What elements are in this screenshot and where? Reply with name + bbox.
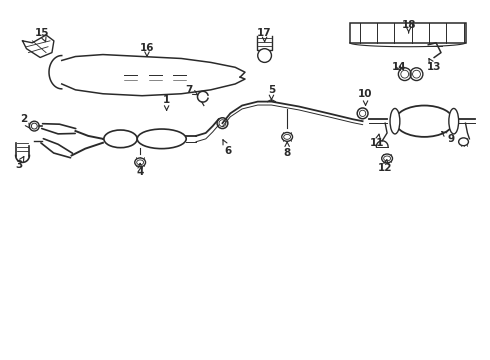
Text: 14: 14: [392, 62, 406, 72]
Text: 17: 17: [257, 28, 272, 42]
Polygon shape: [23, 35, 54, 58]
Ellipse shape: [459, 138, 468, 146]
Bar: [350, 23, 465, 43]
Ellipse shape: [395, 105, 454, 137]
Text: 2: 2: [20, 114, 30, 128]
Text: 5: 5: [268, 85, 275, 100]
Ellipse shape: [104, 130, 137, 148]
Text: 7: 7: [185, 85, 198, 95]
Ellipse shape: [135, 158, 146, 167]
Ellipse shape: [449, 108, 459, 134]
Text: 18: 18: [401, 20, 416, 33]
Ellipse shape: [382, 154, 392, 163]
Text: 4: 4: [136, 163, 144, 177]
Text: 13: 13: [427, 59, 441, 72]
Ellipse shape: [137, 129, 186, 149]
Text: 15: 15: [35, 28, 49, 42]
Text: 12: 12: [378, 159, 392, 173]
Text: 3: 3: [15, 157, 24, 170]
Text: 10: 10: [358, 89, 373, 105]
Text: 16: 16: [140, 43, 154, 56]
Ellipse shape: [282, 132, 293, 141]
Text: 6: 6: [223, 140, 232, 156]
Text: 8: 8: [284, 142, 291, 158]
Text: 1: 1: [163, 95, 170, 111]
Text: 9: 9: [442, 132, 454, 144]
Text: 11: 11: [370, 134, 385, 148]
Polygon shape: [50, 55, 245, 96]
Ellipse shape: [390, 108, 400, 134]
Circle shape: [258, 49, 271, 62]
